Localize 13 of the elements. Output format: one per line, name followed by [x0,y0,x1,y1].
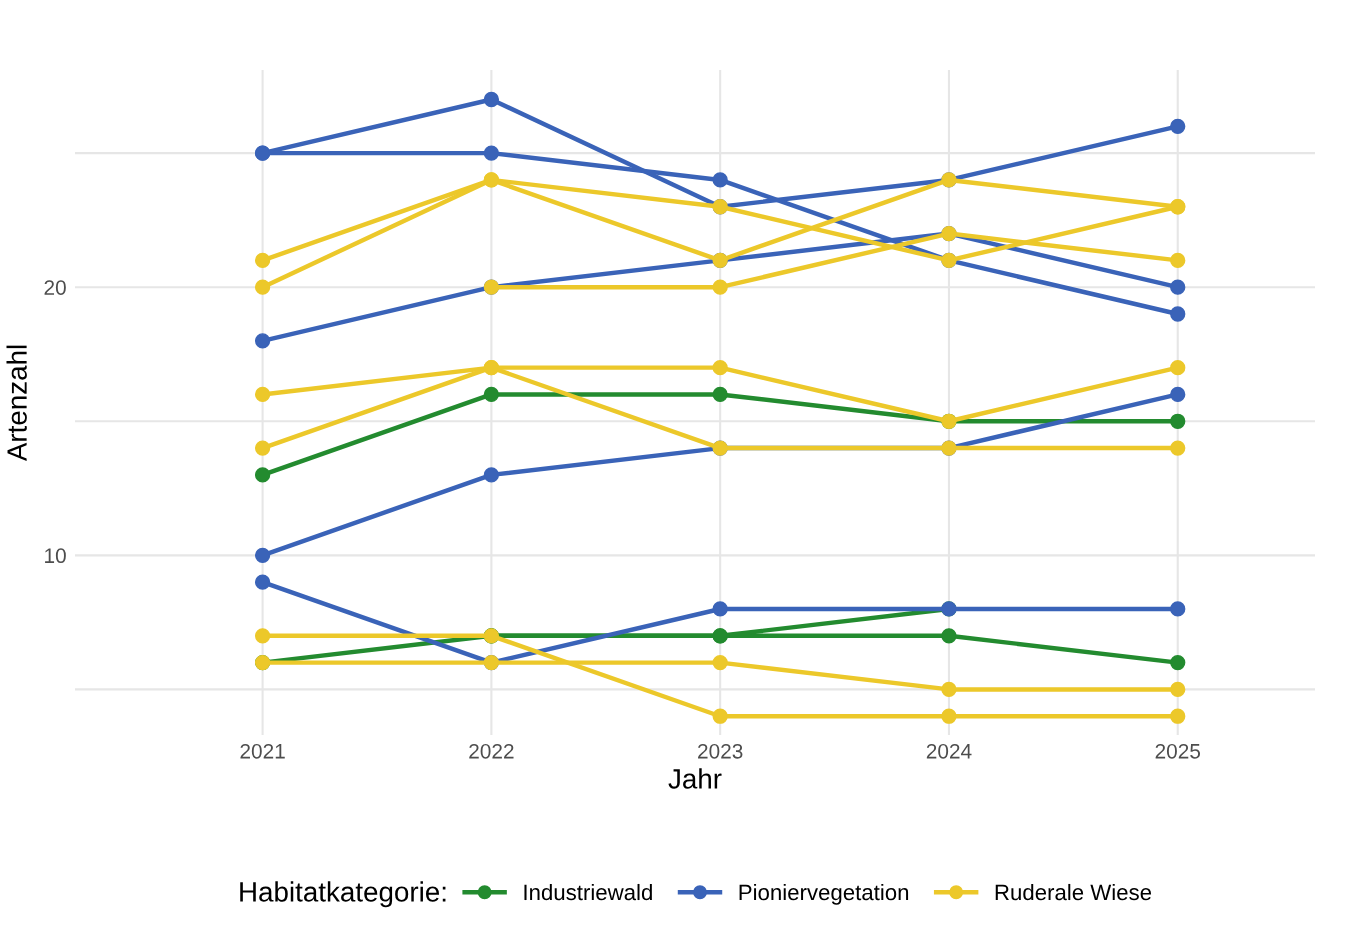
x-tick-label: 2021 [240,743,285,759]
x-tick-label: 2025 [1155,743,1201,759]
x-tick-label: 2022 [469,743,514,759]
legend-label: Pioniervegetation [739,883,909,905]
legend-title: Habitatkategorie: [240,881,446,908]
x-tick-label: 2023 [698,743,743,759]
y-tick-label: 20 [44,280,66,295]
y-axis-title: Artenzahl [6,345,27,462]
x-tick-label: 2024 [926,743,972,759]
legend-label: Industriewald [524,883,652,901]
y-tick-label: 10 [45,548,66,564]
x-axis-title: Jahr [668,768,722,789]
legend-label: Ruderale Wiese [995,883,1152,901]
